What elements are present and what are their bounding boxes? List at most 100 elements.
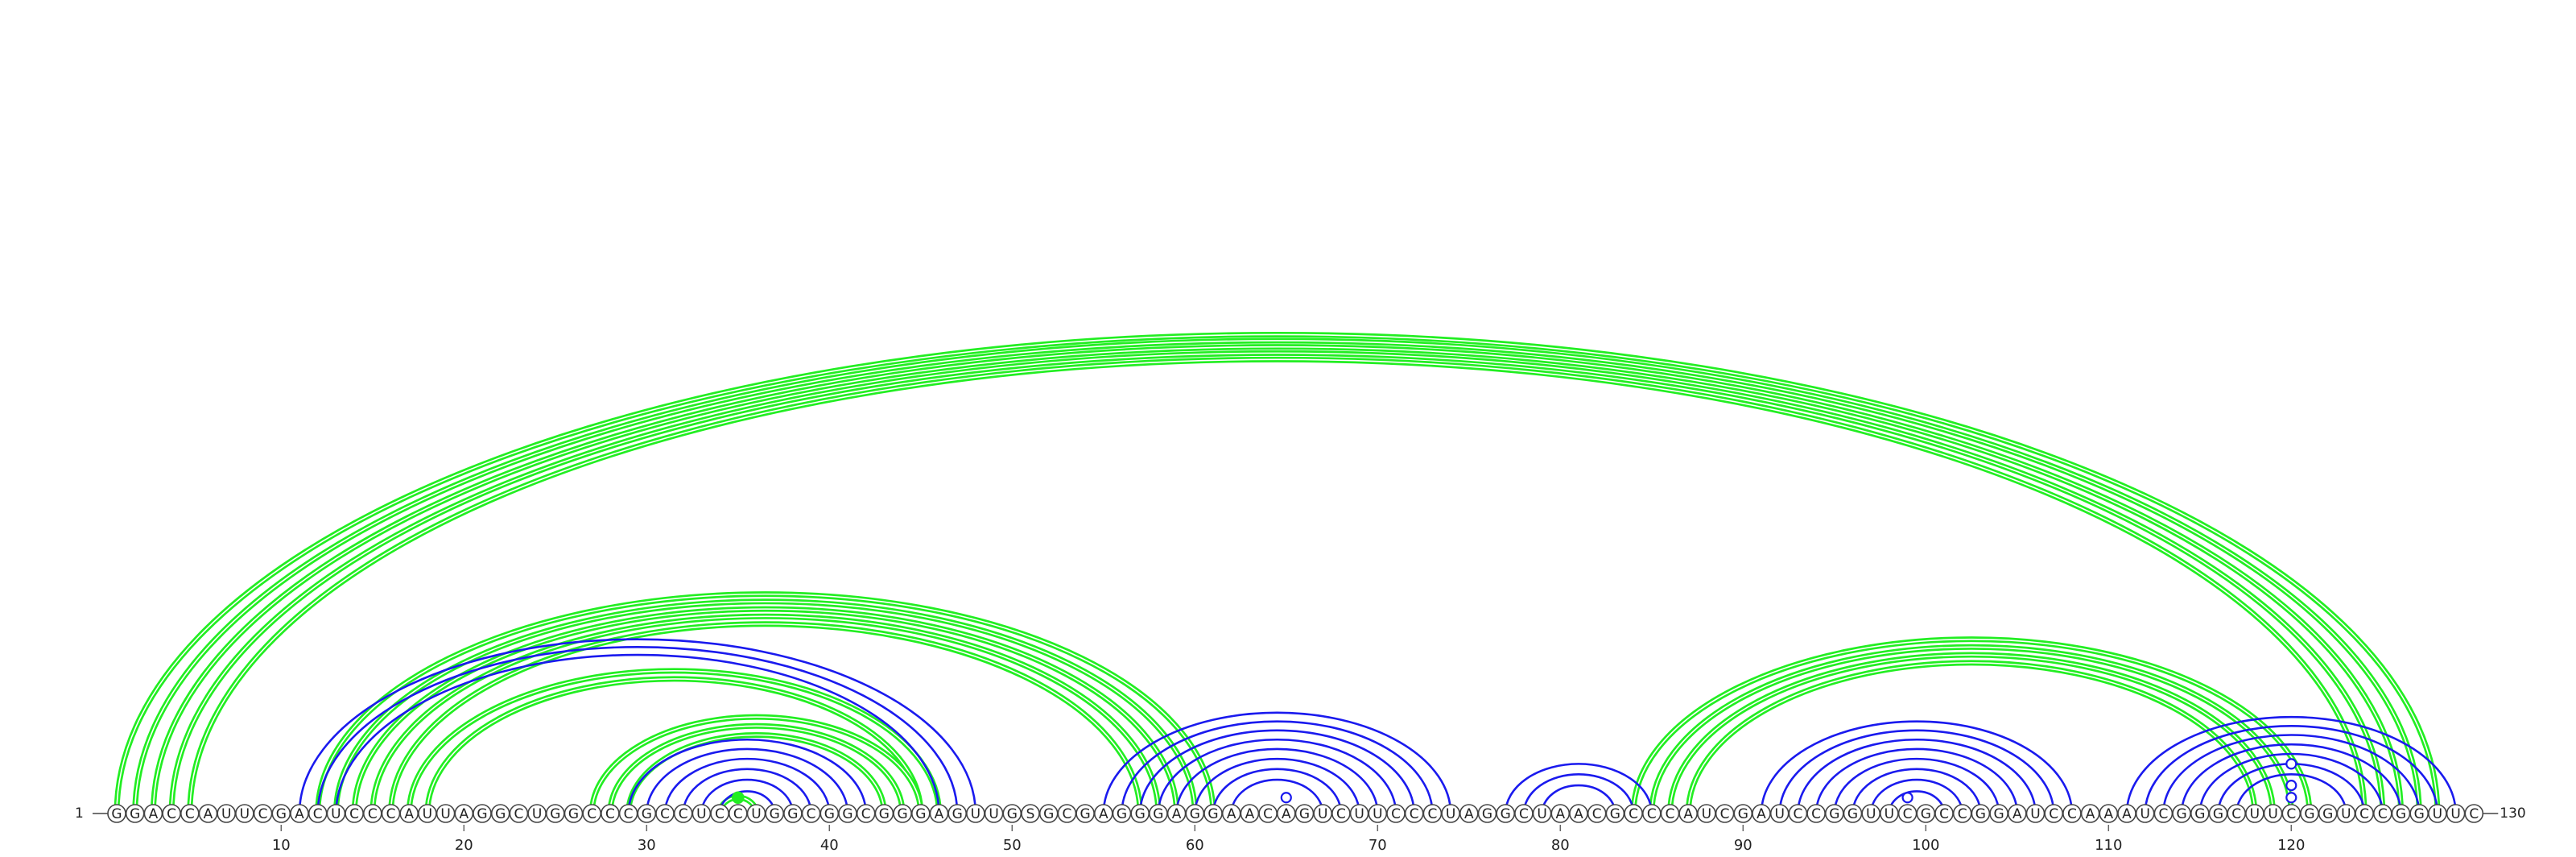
nucleotide-letter: A — [204, 806, 213, 822]
nucleotide: A — [1240, 804, 1260, 823]
blue-arc — [1121, 720, 1434, 814]
nucleotide-letter: G — [1482, 806, 1492, 822]
nucleotide-letter: U — [971, 806, 980, 822]
nucleotide-letter: U — [423, 806, 432, 822]
nucleotide-letter: A — [1574, 806, 1583, 822]
nucleotide: G — [2409, 804, 2429, 823]
blue-arc — [700, 778, 795, 814]
nucleotide-letter: U — [2450, 806, 2460, 822]
nucleotide: U — [217, 804, 237, 823]
green-arc-inner-line — [390, 623, 1141, 814]
nucleotide-letter: C — [2049, 806, 2058, 822]
nucleotide-letter: C — [2158, 806, 2168, 822]
tick-label: 70 — [1368, 837, 1387, 854]
nucleotide: U — [2446, 804, 2466, 823]
open-pair-dot — [1901, 792, 1913, 804]
nucleotide: C — [1404, 804, 1424, 823]
nucleotide-letter: U — [2268, 806, 2277, 822]
nucleotide-letter: U — [2250, 806, 2260, 822]
nucleotide-letter: C — [1062, 806, 1071, 822]
nucleotide: G — [125, 804, 145, 823]
green-arc — [132, 337, 2422, 814]
nucleotide: C — [801, 804, 821, 823]
nucleotide-letter: G — [276, 806, 287, 822]
nucleotide: G — [1203, 804, 1223, 823]
nucleotide: A — [1166, 804, 1187, 823]
nucleotide: C — [509, 804, 529, 823]
blue-arc — [2235, 773, 2347, 814]
green-arc — [150, 344, 2404, 814]
nucleotide: U — [2428, 804, 2447, 823]
green-arc — [1649, 644, 2294, 814]
pair-markers — [732, 758, 2297, 804]
blue-arc — [1888, 790, 1946, 814]
nucleotide: G — [1112, 804, 1132, 823]
nucleotide: A — [1459, 804, 1479, 823]
nucleotide-letter: U — [221, 806, 231, 822]
nucleotide: C — [2373, 804, 2392, 823]
nucleotide: G — [1989, 804, 2008, 823]
start-position-label: 1 — [75, 805, 84, 822]
nucleotide: A — [1569, 804, 1588, 823]
nucleotide: G — [1185, 804, 1205, 823]
tick-label: 90 — [1734, 837, 1752, 854]
nucleotide: C — [2153, 804, 2174, 823]
blue-arc — [682, 768, 812, 814]
nucleotide: G — [1149, 804, 1168, 823]
nucleotide-letter: C — [2469, 806, 2479, 822]
nucleotide: U — [1880, 804, 1899, 823]
nucleotide: U — [2263, 804, 2283, 823]
nucleotide-letter: C — [587, 806, 597, 822]
nucleotide-letter: A — [149, 806, 159, 822]
green-arc-inner-line — [591, 716, 922, 814]
nucleotide-letter: G — [568, 806, 579, 822]
nucleotide: C — [381, 804, 401, 823]
nucleotide: C — [1258, 804, 1278, 823]
blue-arc — [1522, 773, 1635, 814]
blue-arc — [663, 757, 831, 814]
nucleotide: U — [1349, 804, 1369, 823]
nucleotide-letter: A — [1555, 806, 1565, 822]
nucleotide-letter: C — [1592, 806, 1602, 822]
blue-arc — [1102, 711, 1452, 814]
nucleotide-letter: C — [514, 806, 523, 822]
nucleotide: A — [2117, 804, 2136, 823]
nucleotide: G — [2208, 804, 2228, 823]
nucleotide: G — [911, 804, 931, 823]
nucleotide-letter: S — [1026, 806, 1035, 822]
nucleotide: C — [362, 804, 382, 823]
nucleotide-letter: G — [130, 806, 140, 822]
nucleotide: C — [1624, 804, 1643, 823]
green-arc — [315, 591, 1216, 814]
nucleotide-letter: C — [1939, 806, 1949, 822]
blue-arc — [2162, 734, 2421, 814]
open-pair-dot — [2285, 779, 2297, 792]
nucleotide: A — [454, 804, 474, 823]
blue-arc — [2198, 752, 2384, 814]
blue-arc — [1138, 729, 1415, 814]
nucleotide: C — [253, 804, 273, 823]
nucleotide: U — [326, 804, 346, 823]
nucleotide-letter: A — [295, 806, 304, 822]
green-arc-inner-line — [1633, 638, 2310, 814]
nucleotide: A — [2080, 804, 2100, 823]
nucleotide: G — [838, 804, 857, 823]
nucleotide-letter: G — [2304, 806, 2314, 822]
blue-arc — [1760, 720, 2074, 814]
nucleotide: G — [2391, 804, 2411, 823]
nucleotide: C — [1331, 804, 1351, 823]
nucleotide-letter: G — [1501, 806, 1511, 822]
nucleotide-letter: C — [2286, 806, 2296, 822]
nucleotide-letter: G — [1829, 806, 1839, 822]
nucleotide: G — [1843, 804, 1863, 823]
nucleotide: U — [527, 804, 547, 823]
nucleotide-letter: C — [2359, 806, 2369, 822]
nucleotide: U — [2135, 804, 2155, 823]
green-helix-arcs — [114, 331, 2441, 814]
nucleotide-letter: U — [331, 806, 341, 822]
nucleotide: U — [2336, 804, 2356, 823]
nucleotide-letter: C — [624, 806, 634, 822]
nucleotide: A — [1550, 804, 1571, 823]
nucleotide: C — [1788, 804, 1808, 823]
